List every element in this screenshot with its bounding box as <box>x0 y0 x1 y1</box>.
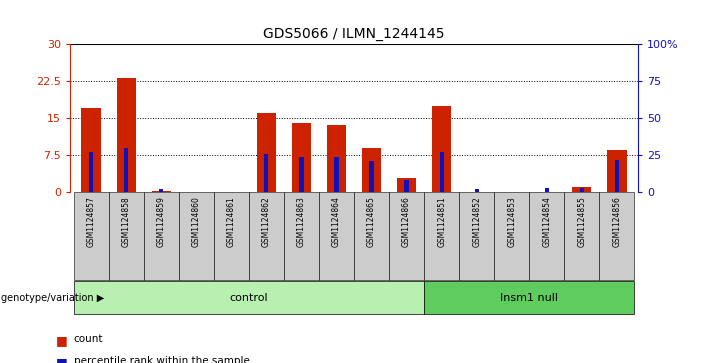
Bar <box>389 192 424 280</box>
Bar <box>580 188 584 192</box>
Text: ■: ■ <box>56 356 68 363</box>
Bar <box>292 123 311 192</box>
Bar <box>116 78 136 192</box>
Text: GSM1124857: GSM1124857 <box>87 196 95 247</box>
Bar <box>74 192 109 280</box>
Bar <box>494 192 529 280</box>
Bar <box>214 192 249 280</box>
Bar <box>369 161 374 192</box>
Text: Insm1 null: Insm1 null <box>501 293 558 303</box>
Text: genotype/variation ▶: genotype/variation ▶ <box>1 293 104 303</box>
Text: GSM1124865: GSM1124865 <box>367 196 376 247</box>
Text: GSM1124860: GSM1124860 <box>192 196 200 247</box>
Bar <box>151 191 171 192</box>
Bar <box>334 157 339 192</box>
Text: count: count <box>74 334 103 344</box>
Bar <box>89 152 93 192</box>
Bar <box>159 189 163 192</box>
Bar <box>354 192 389 280</box>
Bar <box>564 192 599 280</box>
Text: control: control <box>229 293 268 303</box>
Bar <box>299 157 304 192</box>
Bar <box>572 187 592 192</box>
Bar <box>362 148 381 192</box>
Bar <box>74 281 424 314</box>
Text: GSM1124861: GSM1124861 <box>227 196 236 246</box>
Bar <box>440 152 444 192</box>
Bar <box>404 180 409 192</box>
Bar <box>319 192 354 280</box>
Text: GSM1124864: GSM1124864 <box>332 196 341 247</box>
Bar <box>529 192 564 280</box>
Bar <box>424 281 634 314</box>
Bar <box>81 108 101 192</box>
Bar <box>264 154 268 192</box>
Bar <box>424 192 459 280</box>
Text: percentile rank within the sample: percentile rank within the sample <box>74 356 250 363</box>
Text: GSM1124852: GSM1124852 <box>472 196 481 246</box>
Bar <box>475 189 479 192</box>
Text: GSM1124866: GSM1124866 <box>402 196 411 247</box>
Text: GSM1124855: GSM1124855 <box>578 196 586 247</box>
Bar <box>179 192 214 280</box>
Text: ■: ■ <box>56 334 68 347</box>
Title: GDS5066 / ILMN_1244145: GDS5066 / ILMN_1244145 <box>264 27 444 41</box>
Bar <box>599 192 634 280</box>
Text: GSM1124858: GSM1124858 <box>122 196 130 246</box>
Text: GSM1124853: GSM1124853 <box>508 196 516 247</box>
Bar <box>109 192 144 280</box>
Bar <box>144 192 179 280</box>
Text: GSM1124851: GSM1124851 <box>437 196 446 246</box>
Bar <box>459 192 494 280</box>
Bar <box>432 106 451 192</box>
Text: GSM1124854: GSM1124854 <box>543 196 551 247</box>
Text: GSM1124856: GSM1124856 <box>613 196 621 247</box>
Bar <box>327 126 346 192</box>
Bar <box>615 160 619 192</box>
Text: GSM1124863: GSM1124863 <box>297 196 306 247</box>
Text: GSM1124862: GSM1124862 <box>262 196 271 246</box>
Bar <box>607 150 627 192</box>
Bar <box>257 113 276 192</box>
Bar <box>124 148 128 192</box>
Bar <box>545 188 549 192</box>
Text: GSM1124859: GSM1124859 <box>157 196 165 247</box>
Bar <box>397 178 416 192</box>
Bar <box>249 192 284 280</box>
Bar <box>284 192 319 280</box>
